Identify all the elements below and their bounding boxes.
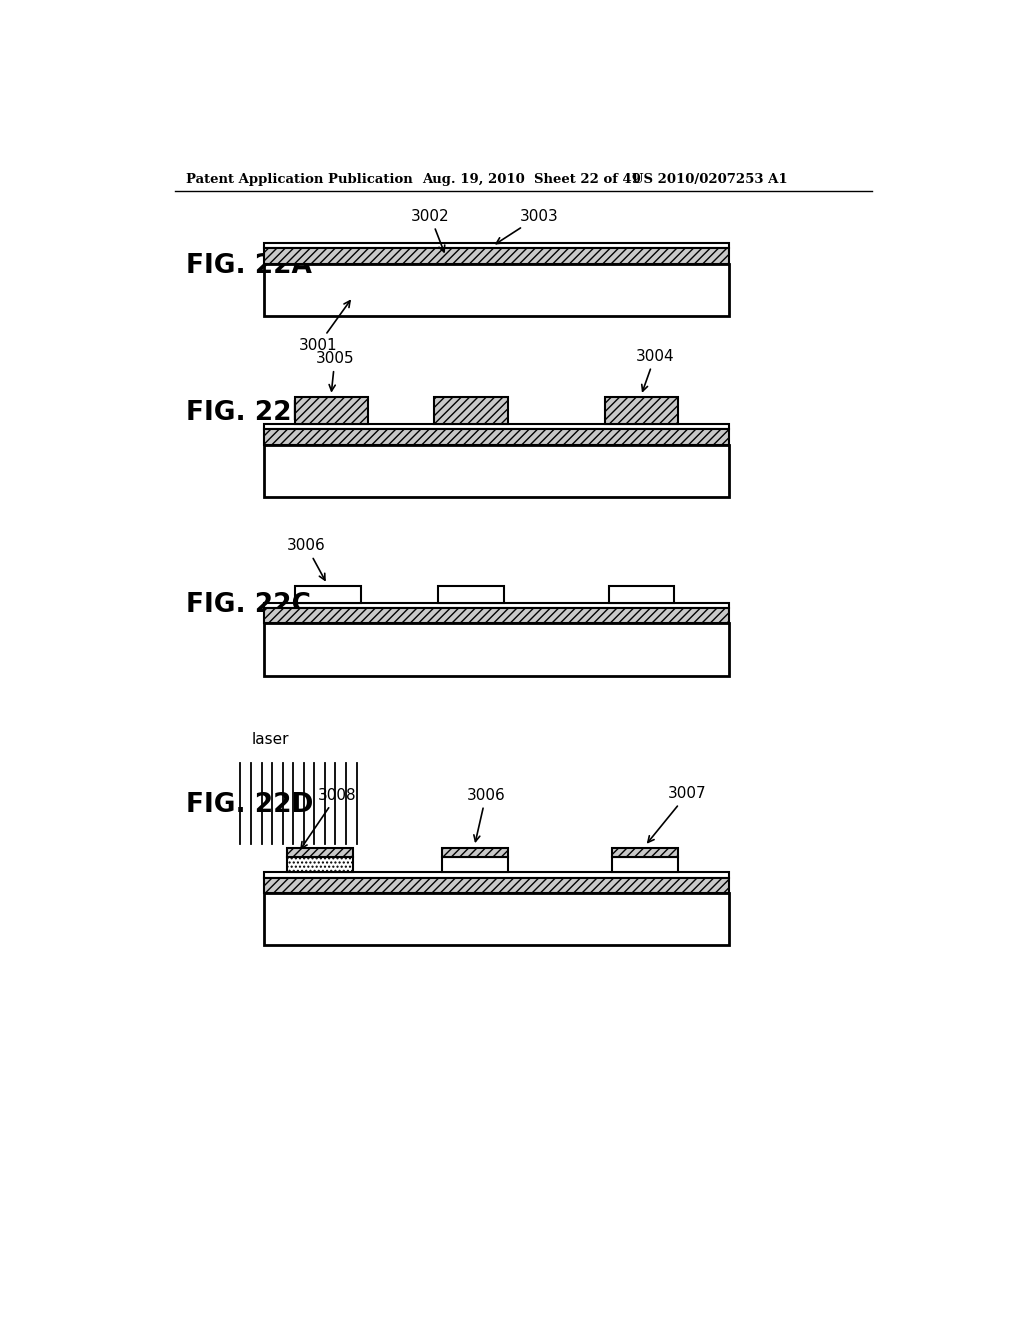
Bar	[287, 857, 352, 873]
Bar	[434, 397, 508, 424]
Bar	[287, 847, 352, 857]
Text: 3004: 3004	[636, 348, 675, 391]
Text: FIG. 22C: FIG. 22C	[186, 591, 311, 618]
Bar	[263, 623, 729, 676]
Bar	[295, 586, 360, 603]
Bar	[263, 609, 729, 623]
Text: 3002: 3002	[411, 209, 450, 252]
Bar	[263, 603, 729, 609]
Bar	[263, 878, 729, 892]
Text: US 2010/0207253 A1: US 2010/0207253 A1	[632, 173, 787, 186]
Text: FIG. 22B: FIG. 22B	[186, 400, 311, 425]
Bar	[263, 873, 729, 878]
Bar	[295, 397, 369, 424]
Text: laser: laser	[252, 733, 290, 747]
Bar	[612, 857, 678, 873]
Bar	[442, 857, 508, 873]
Text: 3008: 3008	[301, 788, 356, 849]
Bar	[604, 397, 678, 424]
Text: Aug. 19, 2010  Sheet 22 of 49: Aug. 19, 2010 Sheet 22 of 49	[423, 173, 641, 186]
Bar	[263, 248, 729, 264]
Text: 3006: 3006	[467, 788, 506, 841]
Text: FIG. 22D: FIG. 22D	[186, 792, 313, 818]
Bar	[263, 429, 729, 445]
Text: 3006: 3006	[287, 539, 326, 579]
Bar	[438, 586, 504, 603]
Bar	[263, 264, 729, 317]
Text: 3007: 3007	[648, 787, 707, 842]
Text: FIG. 22A: FIG. 22A	[186, 253, 312, 280]
Bar	[263, 243, 729, 248]
Text: 3005: 3005	[315, 351, 354, 391]
Text: Patent Application Publication: Patent Application Publication	[186, 173, 413, 186]
Bar	[263, 892, 729, 945]
Bar	[442, 847, 508, 857]
Bar	[263, 424, 729, 429]
Bar	[612, 847, 678, 857]
Bar	[608, 586, 675, 603]
Bar	[263, 445, 729, 498]
Text: 3001: 3001	[299, 301, 350, 352]
Text: 3003: 3003	[497, 209, 558, 244]
